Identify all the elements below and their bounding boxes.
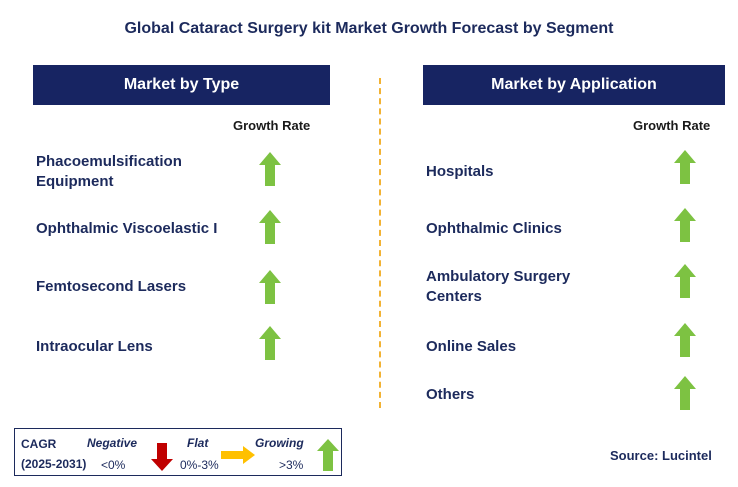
legend-cagr-label: CAGR — [21, 437, 57, 451]
type-row-label: Femtosecond Lasers — [36, 278, 187, 295]
legend-growing-label: Growing — [255, 436, 304, 450]
growing-arrow-icon — [259, 152, 281, 186]
market-by-type-header: Market by Type — [33, 65, 330, 105]
chart-title: Global Cataract Surgery kit Market Growt… — [124, 20, 614, 37]
cagr-legend: CAGR (2025-2031) Negative <0% Flat 0%-3%… — [14, 428, 342, 476]
application-row-label: Online Sales — [426, 338, 517, 355]
legend-negative-label: Negative — [87, 436, 138, 450]
flat-arrow-icon — [221, 446, 255, 464]
application-row-label: Ophthalmic Clinics — [426, 220, 562, 237]
legend-flat-label: Flat — [187, 436, 209, 450]
growing-arrow-icon — [317, 439, 339, 471]
legend-negative-range: <0% — [101, 458, 126, 472]
growing-arrow-icon — [674, 264, 696, 298]
application-row-label: Hospitals — [426, 163, 494, 180]
growing-arrow-icon — [674, 208, 696, 242]
legend-flat-range: 0%-3% — [180, 458, 219, 472]
growing-arrow-icon — [674, 376, 696, 410]
type-row-label: Ophthalmic Viscoelastic I — [36, 220, 218, 237]
type-row-label: Phacoemulsification Equipment — [36, 153, 182, 190]
application-row-label: Others — [426, 386, 475, 403]
section-divider — [379, 78, 381, 408]
growing-arrow-icon — [259, 210, 281, 244]
right-growth-rate-label: Growth Rate — [633, 118, 711, 133]
growing-arrow-icon — [674, 150, 696, 184]
legend-period-label: (2025-2031) — [21, 457, 87, 471]
growing-arrow-icon — [259, 326, 281, 360]
legend-growing-range: >3% — [279, 458, 304, 472]
application-row-label: Ambulatory Surgery Centers — [426, 268, 571, 305]
source-label: Source: Lucintel — [610, 448, 712, 463]
growing-arrow-icon — [259, 270, 281, 304]
negative-arrow-icon — [151, 443, 173, 471]
left-growth-rate-label: Growth Rate — [233, 118, 311, 133]
type-row-label: Intraocular Lens — [36, 338, 153, 355]
market-by-application-header: Market by Application — [423, 65, 725, 105]
growing-arrow-icon — [674, 323, 696, 357]
